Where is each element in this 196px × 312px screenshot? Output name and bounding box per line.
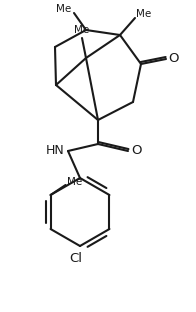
Text: O: O	[169, 51, 179, 65]
Text: Me: Me	[56, 4, 72, 14]
Text: HN: HN	[46, 144, 64, 157]
Text: Me: Me	[74, 25, 90, 35]
Text: Me: Me	[136, 9, 152, 19]
Text: Me: Me	[67, 177, 82, 187]
Text: Cl: Cl	[70, 252, 83, 266]
Text: O: O	[132, 144, 142, 158]
